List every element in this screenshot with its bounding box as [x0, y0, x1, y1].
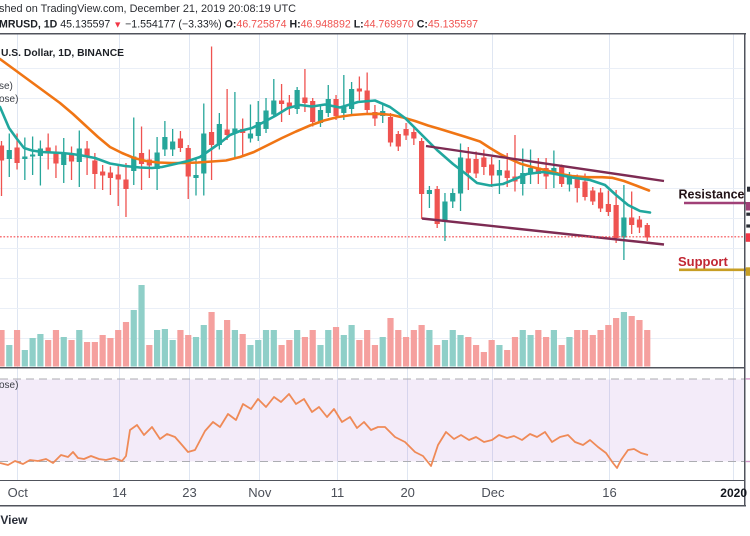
svg-text:ose): ose) [0, 94, 18, 105]
svg-text:20: 20 [400, 485, 414, 500]
svg-text:Resistance: Resistance [679, 188, 745, 202]
svg-text:gView: gView [0, 513, 28, 527]
svg-text:16: 16 [602, 485, 616, 500]
svg-text:se): se) [0, 81, 13, 92]
svg-text:23: 23 [182, 485, 196, 500]
svg-text:Oct: Oct [8, 485, 29, 500]
svg-text:U.S. Dollar, 1D, BINANCE: U.S. Dollar, 1D, BINANCE [1, 48, 124, 59]
svg-text:Nov: Nov [248, 485, 272, 500]
svg-text:MRUSD, 1D 45.135597 ▼ −1.55417: MRUSD, 1D 45.135597 ▼ −1.554177 (−3.33%)… [0, 19, 478, 31]
svg-text:2020: 2020 [720, 486, 747, 500]
svg-text:ose): ose) [0, 380, 18, 391]
svg-text:14: 14 [112, 485, 126, 500]
svg-text:Support: Support [678, 254, 728, 269]
svg-text:11: 11 [331, 485, 345, 500]
svg-text:Dec: Dec [481, 485, 505, 500]
svg-text:shed on TradingView.com, Decem: shed on TradingView.com, December 21, 20… [0, 3, 296, 15]
